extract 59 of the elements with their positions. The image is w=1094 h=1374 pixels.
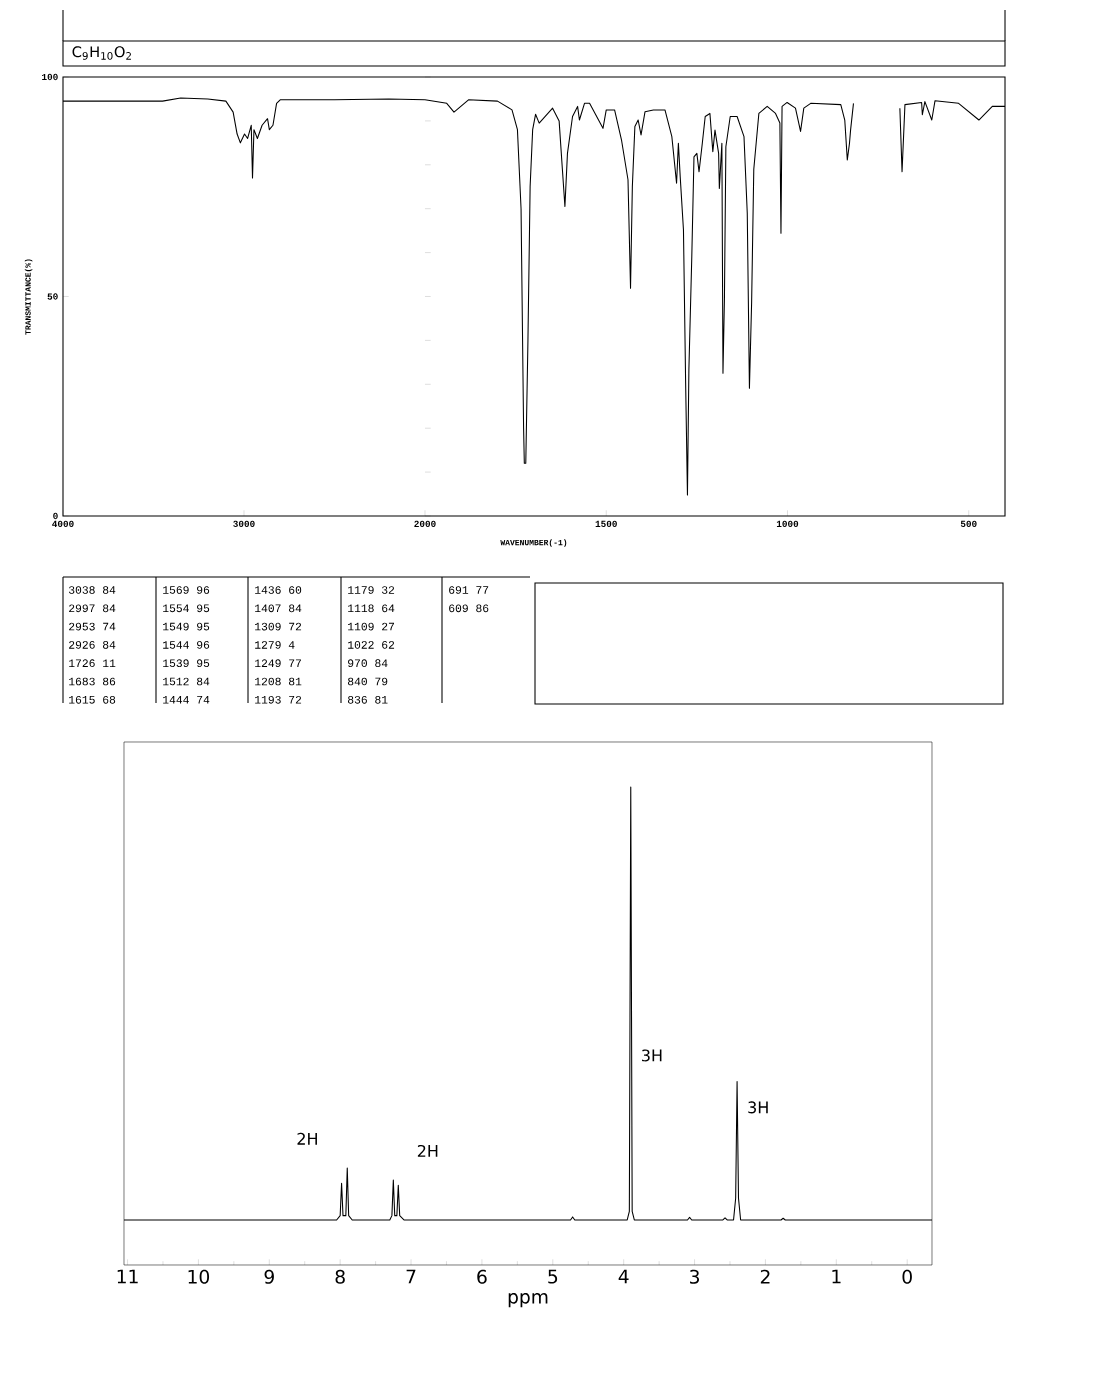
text: 1569 96 [163, 586, 210, 594]
annotation: 3H [748, 1101, 768, 1114]
x-tick-label: 2 [760, 1269, 770, 1284]
x-tick-label: 1000 [776, 520, 799, 528]
text: 1544 96 [163, 641, 210, 649]
text: 1444 74 [163, 696, 210, 704]
chart-title: C$_{9}$H$_{10}$O$_{2}$ [72, 46, 131, 60]
x-tick-label: 500 [960, 520, 977, 528]
text: 1726 11 [69, 659, 116, 668]
x-tick-label: 3 [690, 1269, 700, 1284]
text: 2953 74 [69, 622, 116, 631]
y-axis-title: TRANSMITTANCE(%) [24, 259, 33, 335]
x-tick-label: 1 [832, 1269, 841, 1284]
x-tick-label: 3000 [233, 520, 255, 528]
x-tick-label: 5 [548, 1269, 558, 1284]
text: 2926 84 [69, 641, 116, 649]
y-tick-label: 50 [47, 293, 58, 300]
x-tick-label: 6 [477, 1269, 487, 1284]
text: 1407 84 [255, 604, 302, 613]
text: 1208 81 [255, 677, 302, 686]
x-tick-label: 4000 [52, 520, 74, 528]
x-tick-label: 1500 [595, 520, 617, 528]
text: 1109 27 [348, 622, 394, 631]
text: 1683 86 [69, 677, 116, 686]
text: 691 77 [449, 586, 489, 594]
text: 1615 68 [69, 695, 116, 704]
text: 1436 60 [255, 586, 302, 594]
text: 840 79 [348, 677, 388, 686]
text: 1179 32 [348, 586, 395, 594]
y-tick-label: 100 [42, 73, 58, 81]
annotation: 3H [642, 1049, 662, 1062]
text: 3038 84 [68, 586, 116, 594]
text: 970 84 [348, 659, 388, 668]
text: 1118 64 [348, 604, 395, 613]
text: 1193 72 [255, 695, 302, 704]
text: 1279 4 [255, 641, 295, 649]
text: 1554 95 [163, 604, 210, 613]
annotation: 2H [297, 1132, 317, 1145]
x-tick-label: 11 [117, 1269, 138, 1284]
text: 1549 95 [163, 622, 210, 631]
text: 1022 62 [348, 641, 395, 649]
x-tick-label: 10 [188, 1269, 210, 1284]
annotation: 2H [417, 1144, 438, 1157]
text: 1512 84 [163, 677, 210, 686]
x-tick-label: 0 [902, 1269, 912, 1284]
x-tick-label: 8 [335, 1269, 345, 1284]
x-tick-label: 4 [618, 1269, 629, 1284]
text: 1249 77 [255, 659, 301, 668]
x-axis-title: WAVENUMBER(-1) [500, 539, 567, 547]
text: 836 81 [348, 695, 388, 704]
text: 2997 84 [69, 604, 116, 613]
y-tick-label: 0 [53, 512, 58, 520]
x-tick-label: 9 [264, 1269, 274, 1284]
x-tick-label: 2000 [414, 520, 436, 528]
text: 1539 95 [163, 659, 210, 668]
text: 1309 72 [255, 622, 302, 631]
x-tick-label: 7 [406, 1269, 416, 1284]
text: 609 86 [449, 604, 489, 613]
x-axis-title: ppm [508, 1292, 548, 1308]
